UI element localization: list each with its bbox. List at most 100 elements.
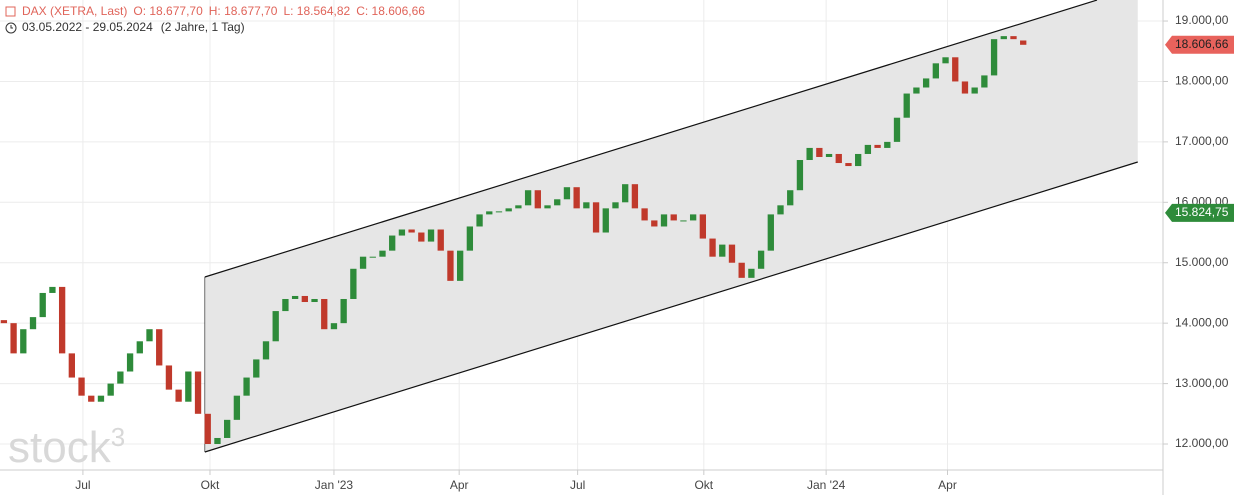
- candle: [58, 286, 66, 354]
- candle: [165, 365, 173, 390]
- x-tick-label: Okt: [201, 478, 220, 492]
- candle: [301, 295, 308, 303]
- candle: [990, 39, 998, 76]
- candle: [767, 214, 774, 251]
- candle: [680, 220, 687, 222]
- candle: [612, 202, 619, 209]
- candle: [1010, 36, 1017, 40]
- candle: [427, 229, 435, 242]
- quote-low: L: 18.564,82: [283, 4, 350, 18]
- candle: [408, 229, 415, 233]
- candle: [476, 214, 483, 227]
- candle: [0, 320, 8, 324]
- candle: [932, 63, 939, 79]
- y-tick-label: 15.000,00: [1175, 255, 1229, 269]
- candle: [981, 75, 988, 88]
- candle: [49, 286, 56, 293]
- candle: [243, 377, 250, 396]
- y-tick-label: 12.000,00: [1175, 436, 1229, 450]
- period-note: (2 Jahre, 1 Tag): [161, 20, 245, 34]
- candle: [359, 256, 367, 269]
- candle: [233, 395, 241, 420]
- instrument: DAX (XETRA, Last): [22, 4, 127, 18]
- candle: [321, 298, 328, 330]
- candle: [1000, 36, 1007, 40]
- candle: [874, 144, 881, 148]
- candle: [816, 147, 823, 157]
- candle: [670, 214, 677, 221]
- candle: [194, 371, 202, 414]
- candle: [369, 256, 376, 258]
- plot-marks: [0, 0, 1138, 453]
- candle: [903, 93, 910, 118]
- header-period: 03.05.2022 - 29.05.2024 (2 Jahre, 1 Tag): [22, 20, 245, 34]
- clock-icon: [5, 22, 17, 34]
- candle: [29, 317, 37, 330]
- candle: [495, 211, 503, 213]
- candle: [505, 208, 512, 212]
- candle: [592, 202, 600, 233]
- candle: [728, 244, 736, 263]
- candle: [107, 383, 114, 396]
- candle: [884, 141, 891, 148]
- candle: [961, 81, 969, 94]
- candle: [175, 389, 182, 402]
- x-tick-label: Jan '23: [315, 478, 354, 492]
- candle: [156, 329, 163, 366]
- candle: [757, 250, 765, 269]
- candle: [379, 250, 386, 257]
- header-quote: DAX (XETRA, Last) O: 18.677,70 H: 18.677,7…: [22, 4, 425, 18]
- candle: [1020, 40, 1027, 45]
- candle: [913, 87, 920, 94]
- candle: [68, 353, 75, 378]
- candle: [845, 163, 852, 167]
- watermark: stock3: [8, 422, 125, 472]
- channel-upper: [204, 0, 1098, 278]
- candle: [39, 292, 46, 318]
- candle: [554, 199, 561, 206]
- candle: [117, 371, 124, 384]
- plot-area: [0, 0, 1163, 470]
- candle: [544, 205, 551, 209]
- candle: [651, 220, 658, 227]
- y-tick-label: 19.000,00: [1175, 13, 1229, 27]
- candle: [583, 202, 590, 209]
- candle: [253, 359, 260, 378]
- quote-open: O: 18.677,70: [133, 4, 203, 18]
- x-tick-label: Jan '24: [807, 478, 846, 492]
- series-icon: [5, 6, 16, 17]
- candle: [398, 229, 406, 236]
- candle: [291, 295, 299, 299]
- channel-lower: [204, 161, 1138, 453]
- candle: [340, 298, 347, 324]
- candle: [515, 205, 522, 209]
- candle: [97, 395, 105, 402]
- watermark-sup: 3: [111, 422, 125, 452]
- candle: [534, 190, 541, 209]
- watermark-text: stock: [8, 423, 112, 472]
- candle: [214, 437, 221, 445]
- candle: [146, 329, 153, 342]
- candle: [272, 311, 279, 342]
- candle: [447, 250, 454, 281]
- x-tick-label: Okt: [694, 478, 713, 492]
- candle: [282, 298, 289, 312]
- candle: [641, 208, 648, 221]
- candle: [806, 147, 813, 161]
- x-tick-label: Jul: [570, 478, 585, 492]
- candle: [602, 208, 609, 233]
- price-marker-label: 15.824,75: [1175, 205, 1229, 219]
- candle: [224, 419, 231, 438]
- candle: [942, 57, 949, 64]
- candle: [204, 413, 211, 445]
- x-tick-label: Jul: [75, 478, 90, 492]
- candle: [748, 268, 755, 278]
- candle: [971, 87, 978, 94]
- candle: [573, 187, 580, 209]
- candle: [262, 341, 270, 360]
- candle: [311, 298, 318, 303]
- candle: [922, 78, 930, 88]
- candle: [185, 371, 192, 402]
- candle: [855, 153, 862, 167]
